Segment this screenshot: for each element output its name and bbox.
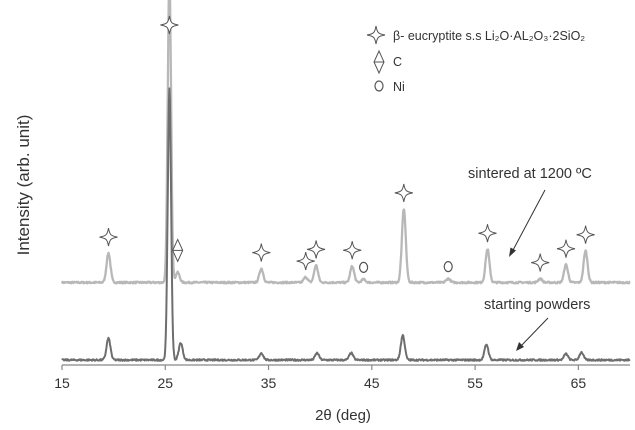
x-ticks: 15 25 35 45 55 65: [54, 365, 586, 391]
legend-item-ni: Ni: [393, 80, 405, 94]
peak-marker-star-icon: [342, 240, 362, 260]
legend-diamond-icon: [373, 50, 385, 74]
starting-annotation: starting powders: [484, 297, 590, 313]
legend-star-icon: [366, 25, 386, 45]
peak-marker-circle-icon: [443, 261, 453, 273]
peak-marker-star-icon: [296, 251, 316, 271]
x-tick-label: 15: [54, 375, 70, 391]
peak-marker-circle-icon: [359, 261, 369, 273]
peak-marker-star-icon: [159, 15, 179, 35]
legend: β- eucryptite s.s Li₂O·AL₂O₃·2SiO₂ C Ni: [366, 25, 585, 94]
sintered-arrow: [509, 189, 546, 257]
x-tick-label: 65: [571, 375, 587, 391]
peak-marker-star-icon: [99, 227, 118, 247]
peak-marker-star-icon: [394, 183, 414, 203]
legend-circle-icon: [374, 80, 384, 92]
peak-marker-star-icon: [251, 243, 271, 263]
legend-item-c: C: [393, 55, 402, 69]
data-curves: [60, 0, 631, 362]
peak-marker-star-icon: [556, 239, 576, 259]
peak-markers: [99, 15, 596, 273]
x-tick-label: 35: [261, 375, 277, 391]
starting-arrow: [516, 317, 549, 351]
x-tick-label: 55: [467, 375, 483, 391]
series-sintered-line: [60, 0, 631, 285]
peak-marker-star-icon: [478, 223, 497, 243]
x-axis-label: 2θ (deg): [315, 407, 371, 424]
x-tick-label: 45: [364, 375, 380, 391]
x-tick-label: 25: [157, 375, 173, 391]
legend-item-eucryptite: β- eucryptite s.s Li₂O·AL₂O₃·2SiO₂: [393, 29, 585, 43]
peak-marker-star-icon: [306, 239, 326, 259]
y-axis-label: Intensity (arb. unit): [14, 115, 33, 256]
peak-marker-star-icon: [576, 225, 596, 245]
peak-marker-star-icon: [530, 253, 550, 273]
sintered-annotation: sintered at 1200 ºC: [468, 166, 592, 182]
series-starting-line: [61, 87, 631, 362]
